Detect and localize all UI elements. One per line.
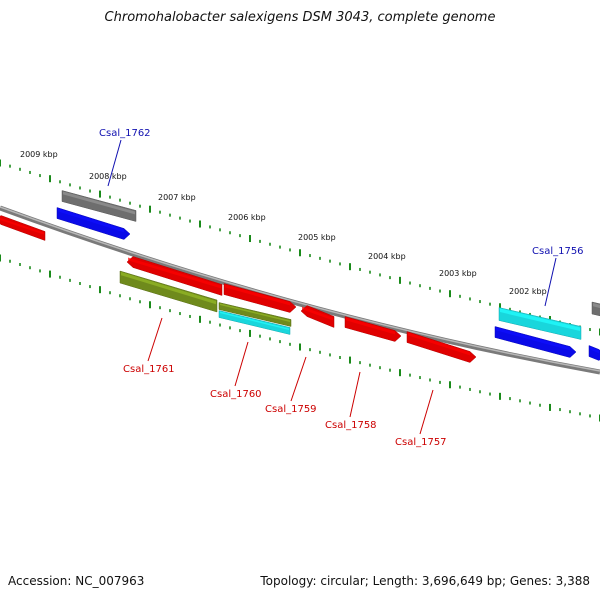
gene-feature-f-cyan-1756[interactable] xyxy=(498,307,582,340)
scale-label-2002-kbp: 2002 kbp xyxy=(509,287,547,296)
gene-feature-f-red-1759[interactable] xyxy=(300,305,335,328)
label-leader-lines xyxy=(107,139,557,435)
feature-highlight xyxy=(408,332,470,356)
scale-label-2006-kbp: 2006 kbp xyxy=(228,213,266,222)
gene-label-csal_1756[interactable]: Csal_1756 xyxy=(532,246,584,257)
gene-feature-f-red-1761[interactable] xyxy=(126,256,223,296)
genome-backbone xyxy=(0,205,600,375)
gene-feature-f-blue-right[interactable] xyxy=(588,345,600,361)
feature-highlight xyxy=(590,346,599,354)
gene-feature-f-red-1758[interactable] xyxy=(344,316,402,342)
feature-highlight xyxy=(220,311,289,330)
scale-label-2003-kbp: 2003 kbp xyxy=(439,269,477,278)
feature-highlight xyxy=(128,257,221,289)
leader-line-csal_1759 xyxy=(290,356,307,402)
gene-labels: Csal_1762Csal_1756Csal_1761Csal_1760Csal… xyxy=(99,128,584,448)
gene-feature-f-blue-1756[interactable] xyxy=(494,326,577,358)
feature-highlight xyxy=(58,208,124,233)
accession-text: Accession: NC_007963 xyxy=(8,574,145,588)
map-title: Chromohalobacter salexigens DSM 3043, co… xyxy=(104,10,496,25)
scale-label-2009-kbp: 2009 kbp xyxy=(20,150,58,159)
gene-label-csal_1762[interactable]: Csal_1762 xyxy=(99,128,151,139)
gene-feature-f-gray-1762[interactable] xyxy=(61,190,137,222)
leader-line-csal_1762 xyxy=(107,139,122,187)
gene-feature-f-red-1757[interactable] xyxy=(406,331,477,363)
feature-highlight xyxy=(220,303,290,322)
topology-summary: Topology: circular; Length: 3,696,649 bp… xyxy=(260,574,590,588)
leader-line-csal_1758 xyxy=(349,371,361,418)
scale-label-2004-kbp: 2004 kbp xyxy=(368,252,406,261)
leader-line-csal_1757 xyxy=(419,389,434,435)
feature-highlight xyxy=(593,303,600,309)
gene-feature-f-cyan-1760[interactable] xyxy=(218,310,291,335)
gene-label-csal_1759[interactable]: Csal_1759 xyxy=(265,404,317,415)
backbone-highlight xyxy=(0,206,600,372)
feature-highlight xyxy=(0,217,44,235)
scale-labels: 2009 kbp 2008 kbp 2007 kbp 2006 kbp 2005 kbp… xyxy=(20,150,547,296)
feature-highlight xyxy=(121,272,216,305)
gene-label-csal_1760[interactable]: Csal_1760 xyxy=(210,389,262,400)
gene-features xyxy=(0,190,600,363)
gene-feature-f-olive-1760[interactable] xyxy=(218,302,292,327)
scale-label-2007-kbp: 2007 kbp xyxy=(158,193,196,202)
feature-highlight xyxy=(302,306,333,321)
gene-feature-f-red-1760[interactable] xyxy=(223,283,297,313)
scale-label-2008-kbp: 2008 kbp xyxy=(89,172,127,181)
gene-label-csal_1761[interactable]: Csal_1761 xyxy=(123,364,175,375)
gene-label-csal_1757[interactable]: Csal_1757 xyxy=(395,437,447,448)
gene-feature-f-blue-1762[interactable] xyxy=(56,207,131,240)
feature-highlight xyxy=(500,308,580,332)
gene-label-csal_1758[interactable]: Csal_1758 xyxy=(325,420,377,431)
leader-line-csal_1760 xyxy=(234,341,249,387)
leader-line-csal_1756 xyxy=(544,257,557,307)
backbone-arc xyxy=(0,205,600,375)
inner-tick-track xyxy=(0,254,600,422)
gene-feature-f-gray-right[interactable] xyxy=(591,301,600,317)
feature-highlight xyxy=(225,284,290,306)
gene-feature-f-red-left[interactable] xyxy=(0,215,46,241)
feature-highlight xyxy=(346,317,395,335)
scale-label-2005-kbp: 2005 kbp xyxy=(298,233,336,242)
outer-tick-track xyxy=(0,159,600,336)
feature-highlight xyxy=(496,327,570,351)
gene-feature-f-olive-1761[interactable] xyxy=(119,270,218,313)
feature-highlight xyxy=(63,191,135,215)
leader-line-csal_1761 xyxy=(147,317,163,362)
